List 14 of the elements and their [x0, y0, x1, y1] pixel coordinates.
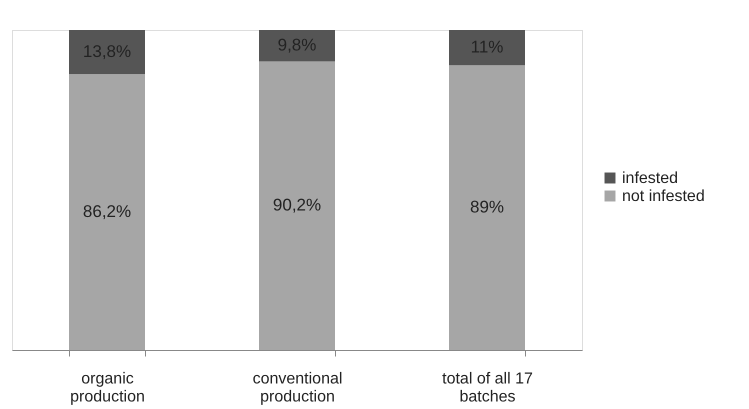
bar [69, 30, 145, 74]
x-tick-label: total of all 17 batches [442, 370, 533, 406]
bar [449, 65, 525, 350]
bar [259, 30, 335, 62]
legend-label: infested [622, 170, 678, 187]
x-tick-label: conventional production [252, 370, 342, 406]
bar [449, 30, 525, 66]
data-label: 89% [470, 198, 504, 217]
data-label: 90,2% [272, 196, 322, 215]
legend-label: not infested [622, 188, 705, 205]
data-label: 86,2% [82, 202, 132, 222]
bar [69, 74, 145, 350]
x-tick-label: organic production [70, 370, 145, 406]
bar [259, 61, 335, 350]
